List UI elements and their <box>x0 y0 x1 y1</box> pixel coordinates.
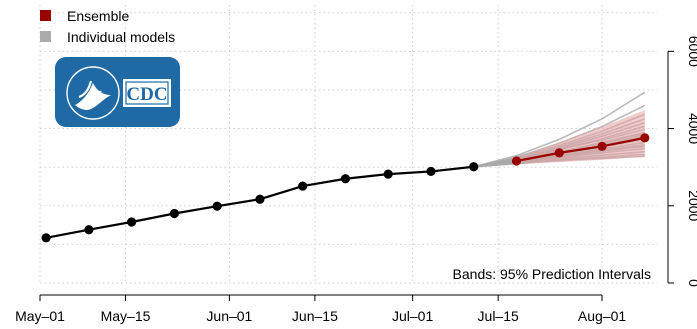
series <box>41 133 650 243</box>
observed-point <box>469 162 479 172</box>
cdc-logo-text: CDC <box>126 84 167 105</box>
prediction-bands <box>516 110 645 165</box>
legend-swatch-ensemble <box>40 10 51 21</box>
x-tick-label: Aug–01 <box>578 308 626 324</box>
grid <box>39 5 657 284</box>
x-tick-label: May–15 <box>101 308 151 324</box>
legend: Ensemble Individual models <box>40 8 175 45</box>
x-tick-label: Jul–01 <box>392 308 433 324</box>
observed-point <box>212 201 222 211</box>
x-tick-label: Jun–15 <box>292 308 338 324</box>
x-axis: May–01 May–15 Jun–01 Jun–15 Jul–01 Jul–15 Aug–… <box>15 294 626 324</box>
x-tick-label: Jun–01 <box>206 308 252 324</box>
observed-point <box>426 166 436 177</box>
forecast-line <box>516 136 645 163</box>
x-tick-label: May–01 <box>15 308 65 324</box>
y-axis: 0 2000 4000 6000 <box>667 36 697 287</box>
legend-label-ensemble: Ensemble <box>67 8 129 24</box>
forecast-point <box>511 156 522 166</box>
x-tick-label: Jul–15 <box>478 308 519 324</box>
legend-swatch-individual <box>40 31 51 42</box>
observed-point <box>383 169 393 179</box>
forecast-point <box>554 148 564 158</box>
observed-point <box>298 181 308 191</box>
cdc-logo: CDC <box>55 57 180 127</box>
observed-point <box>127 217 137 227</box>
legend-label-individual: Individual models <box>67 29 175 45</box>
y-tick-label: 6000 <box>686 36 697 67</box>
observed-point <box>41 233 51 243</box>
bands-annotation: Bands: 95% Prediction Intervals <box>453 266 651 282</box>
observed-point <box>169 208 179 219</box>
cdc-wordmark: CDC <box>123 79 171 107</box>
observed-point <box>340 174 351 184</box>
individual-model-line <box>473 91 646 168</box>
y-tick-label: 2000 <box>686 190 697 221</box>
y-tick-label: 0 <box>686 279 697 287</box>
observed-point <box>84 225 94 235</box>
forecast-point <box>597 141 607 151</box>
observed-point <box>255 194 265 204</box>
y-tick-label: 4000 <box>686 113 697 144</box>
forecast-point <box>640 133 650 143</box>
hhs-eagle-icon <box>66 66 120 120</box>
ensemble-prediction-band <box>516 110 645 165</box>
